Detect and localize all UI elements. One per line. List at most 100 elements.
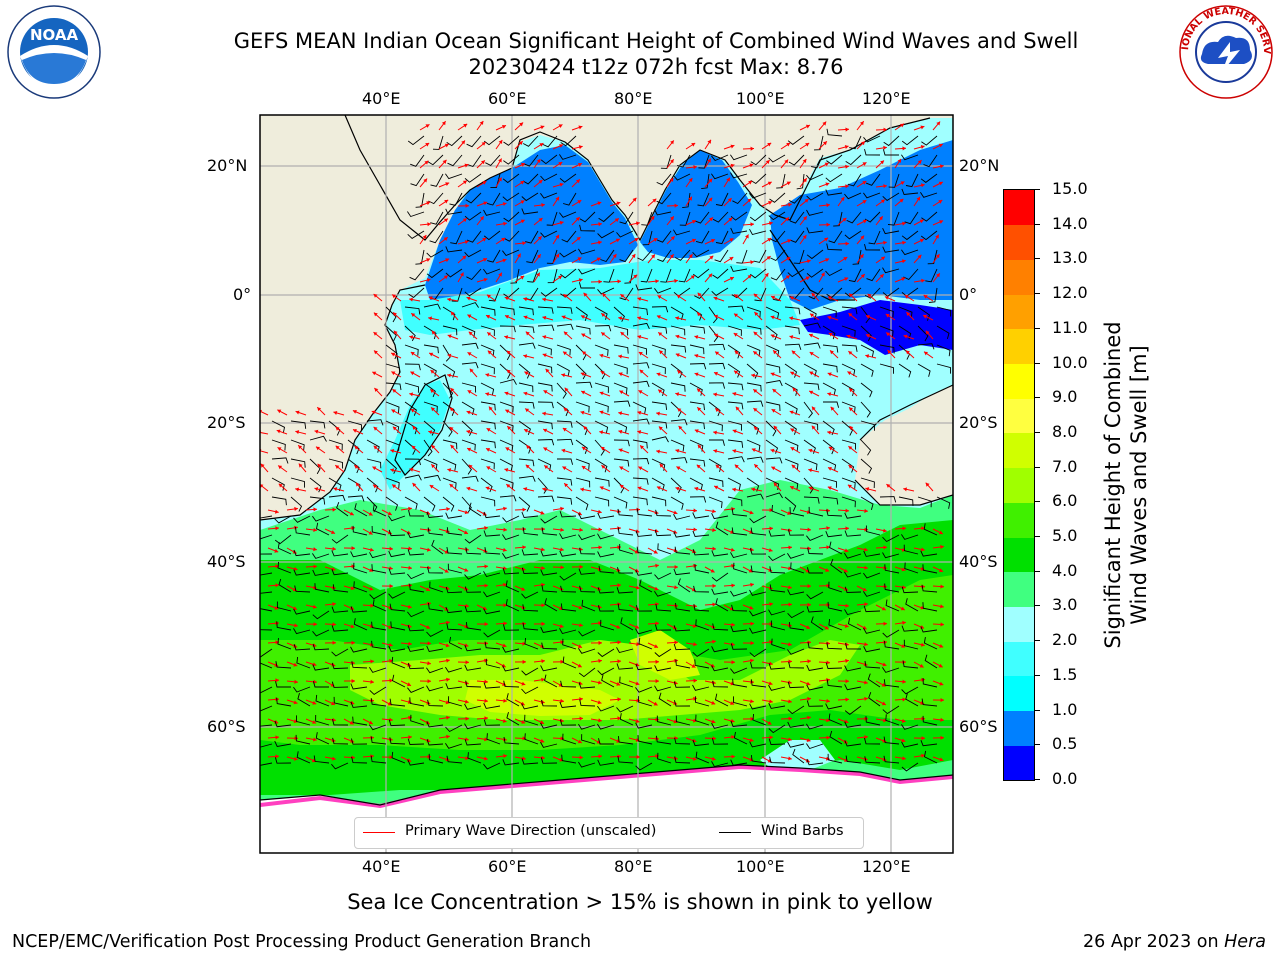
wave-arrow-head xyxy=(578,163,582,167)
wind-barb xyxy=(787,705,805,715)
wind-barb xyxy=(673,700,691,707)
wave-arrow-head xyxy=(925,482,930,487)
wave-arrow-head xyxy=(788,699,792,704)
wind-barb xyxy=(731,527,748,536)
wind-barb xyxy=(746,400,764,407)
wind-barb xyxy=(616,567,634,574)
wave-arrow-head xyxy=(577,200,582,204)
wave-arrow-head xyxy=(768,221,773,226)
colorbar-segment xyxy=(1004,502,1034,538)
wind-barb xyxy=(769,584,786,593)
wave-arrow-head xyxy=(578,145,583,150)
wave-arrow-head xyxy=(749,163,754,168)
wave-arrow-head xyxy=(847,371,852,376)
wind-barb xyxy=(883,679,900,688)
wave-arrow-head xyxy=(940,584,944,589)
wind-barb xyxy=(749,648,767,658)
sea-ice-edge xyxy=(260,764,953,809)
wave-arrow-head xyxy=(579,564,583,569)
wind-barb xyxy=(446,755,463,764)
wind-barb xyxy=(409,697,425,707)
wave-arrow-head xyxy=(772,389,777,393)
wave-arrow-head xyxy=(670,236,675,241)
wind-barb xyxy=(732,192,748,205)
wave-arrow-head xyxy=(369,568,374,572)
wave-arrow-head xyxy=(600,446,605,451)
wave-arrow-head xyxy=(335,445,340,450)
wave-arrow-head xyxy=(559,624,564,629)
wave-arrow-head xyxy=(559,182,564,187)
wind-barb xyxy=(616,663,634,670)
wind-barb xyxy=(692,512,710,519)
wave-arrow-head xyxy=(902,240,906,245)
wind-barb xyxy=(293,644,311,651)
wave-arrow-head xyxy=(712,602,716,607)
wave-arrow-head xyxy=(388,625,393,629)
wave-arrow-head xyxy=(712,736,716,741)
wind-barb xyxy=(559,154,577,160)
wind-barb xyxy=(882,192,900,201)
wind-barb xyxy=(810,616,824,631)
wave-arrow-head xyxy=(600,371,605,375)
wind-barb xyxy=(502,646,520,653)
wave-arrow-head xyxy=(541,755,545,760)
wave-arrow-head xyxy=(901,738,906,743)
wind-barb xyxy=(575,458,590,470)
wind-barb xyxy=(465,192,482,204)
wave-arrow-head xyxy=(882,662,887,667)
wave-arrow-head xyxy=(750,716,754,721)
wind-barb xyxy=(464,739,482,746)
wind-barb xyxy=(423,420,436,436)
wave-arrow-head xyxy=(390,449,395,453)
wind-barb xyxy=(445,683,463,690)
wave-arrow-head xyxy=(677,408,682,412)
madagascar-low xyxy=(380,380,450,490)
wave-arrow-head xyxy=(669,254,674,259)
wave-arrow-head xyxy=(408,506,412,511)
colorbar-label-line2: Wind Waves and Swell [m] xyxy=(1127,345,1151,625)
wave-arrow-head xyxy=(883,545,887,550)
wave-arrow-head xyxy=(522,241,526,246)
wind-barb xyxy=(654,590,672,597)
wind-barb xyxy=(315,522,330,536)
wind-barb xyxy=(483,629,501,638)
wave-arrow-head xyxy=(274,605,279,610)
wind-barb xyxy=(575,477,591,488)
wave-arrow-head xyxy=(390,468,395,473)
wind-barb xyxy=(882,667,900,673)
wave-arrow-head xyxy=(753,331,758,336)
wind-barb xyxy=(806,606,824,613)
wave-arrow-head xyxy=(578,278,583,283)
wave-arrow-head xyxy=(675,486,680,491)
wind-barb xyxy=(922,715,938,726)
wind-barb xyxy=(670,457,688,464)
wind-barb xyxy=(770,230,786,243)
wave-arrow-head xyxy=(561,448,566,453)
wave-arrow-head xyxy=(811,406,816,411)
wind-barb xyxy=(787,268,805,278)
wave-arrow-head xyxy=(636,642,640,647)
wave-arrow-head xyxy=(518,141,523,145)
wind-barb xyxy=(388,568,406,575)
colorbar-tick-label: 9.0 xyxy=(1052,387,1078,407)
wave-arrow-head xyxy=(735,406,740,411)
wave-arrow-head xyxy=(732,392,737,396)
wind-barb xyxy=(366,458,382,469)
wind-barb xyxy=(521,549,539,556)
wave-arrow-head xyxy=(484,679,488,684)
colorbar-tick-label: 11.0 xyxy=(1052,317,1088,337)
wind-barb xyxy=(639,579,653,593)
wind-barb xyxy=(803,496,820,504)
wind-barb xyxy=(730,265,748,272)
wind-barb xyxy=(430,173,444,187)
wave-arrow-head xyxy=(731,622,735,627)
wave-arrow-head xyxy=(575,217,580,221)
wave-arrow-head xyxy=(555,234,559,239)
wave-arrow-head xyxy=(902,221,906,226)
wave-arrow-head xyxy=(636,221,640,226)
wind-barb xyxy=(928,287,938,303)
wave-arrow-head xyxy=(844,145,849,149)
wind-barb xyxy=(656,173,672,186)
wind-barb xyxy=(898,496,914,506)
wind-barb xyxy=(863,550,881,557)
